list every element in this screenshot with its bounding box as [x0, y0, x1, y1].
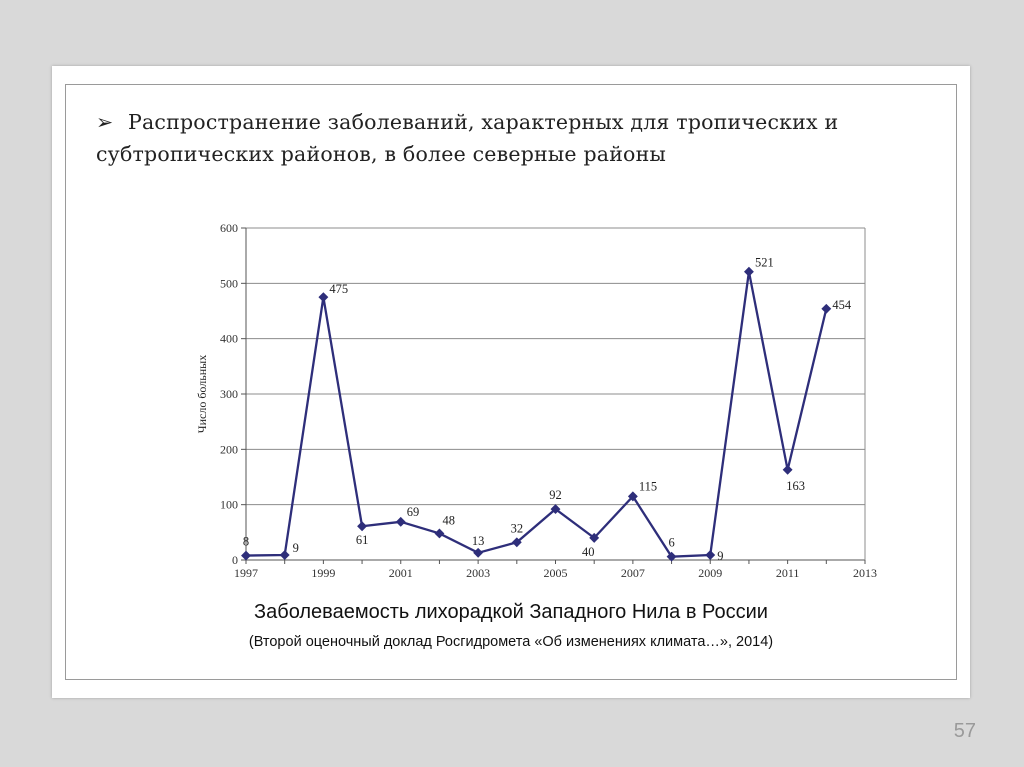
data-label: 115	[639, 479, 657, 493]
data-label: 9	[717, 549, 723, 563]
y-tick-label: 0	[232, 553, 238, 567]
bullet-text: Распространение заболеваний, характерных…	[96, 110, 839, 166]
y-tick-label: 300	[220, 387, 238, 401]
data-point	[279, 550, 290, 560]
data-point	[627, 491, 638, 502]
data-point	[395, 516, 406, 527]
arrow-bullet-icon: ➢	[96, 110, 114, 134]
slide: ➢ Распространение заболеваний, характерны…	[52, 66, 970, 698]
x-tick-label: 1997	[234, 566, 258, 580]
data-label: 521	[755, 256, 774, 270]
data-label: 32	[511, 521, 524, 535]
data-label: 6	[668, 536, 674, 550]
chart-caption-source: (Второй оценочный доклад Росгидромета «О…	[248, 634, 774, 650]
data-label: 454	[832, 298, 852, 312]
data-label: 69	[407, 505, 420, 519]
data-point	[821, 303, 832, 314]
data-label: 13	[472, 534, 485, 548]
data-point	[705, 550, 716, 560]
data-label: 92	[549, 488, 562, 502]
data-label: 48	[442, 513, 455, 527]
data-label: 9	[293, 541, 299, 555]
data-point	[550, 504, 561, 515]
x-tick-label: 2001	[389, 566, 413, 580]
data-point	[241, 550, 251, 561]
y-tick-label: 400	[220, 332, 238, 346]
y-tick-label: 500	[220, 276, 238, 290]
y-tick-label: 600	[220, 221, 238, 235]
data-point	[511, 537, 522, 548]
y-axis-label: Число больных	[195, 355, 209, 433]
page-number: 57	[953, 720, 976, 742]
data-label: 40	[582, 545, 595, 559]
data-point	[473, 547, 484, 558]
x-tick-label: 1999	[311, 566, 335, 580]
data-point	[589, 532, 600, 543]
x-tick-label: 2009	[698, 566, 722, 580]
axis-ticks: 0 100 200 300 400 500 600 1997 1999 2001 2003 2005 2…	[220, 221, 877, 580]
data-point	[743, 266, 754, 277]
data-point	[782, 464, 793, 475]
series-line	[245, 271, 828, 558]
slide-frame	[65, 84, 957, 680]
line-chart: 0 100 200 300 400 500 600 1997 1999 2001 2003 2005 2…	[195, 221, 877, 580]
data-label: 163	[786, 479, 805, 493]
data-label: 475	[329, 282, 348, 296]
x-tick-label: 2003	[466, 566, 490, 580]
chart-caption-title: Заболеваемость лихорадкой Западного Нила…	[254, 601, 768, 623]
data-label: 61	[356, 533, 369, 547]
bullet-point: ➢ Распространение заболеваний, характерны…	[96, 106, 896, 170]
y-tick-label: 200	[220, 442, 238, 456]
y-tick-label: 100	[220, 498, 238, 512]
data-label: 8	[243, 535, 249, 549]
data-point	[434, 528, 445, 539]
x-tick-label: 2005	[544, 566, 568, 580]
x-tick-label: 2011	[776, 566, 800, 580]
x-tick-label: 2007	[621, 566, 645, 580]
x-tick-label: 2013	[853, 566, 877, 580]
data-point	[666, 551, 677, 562]
data-point	[357, 521, 368, 532]
data-point	[318, 292, 329, 303]
